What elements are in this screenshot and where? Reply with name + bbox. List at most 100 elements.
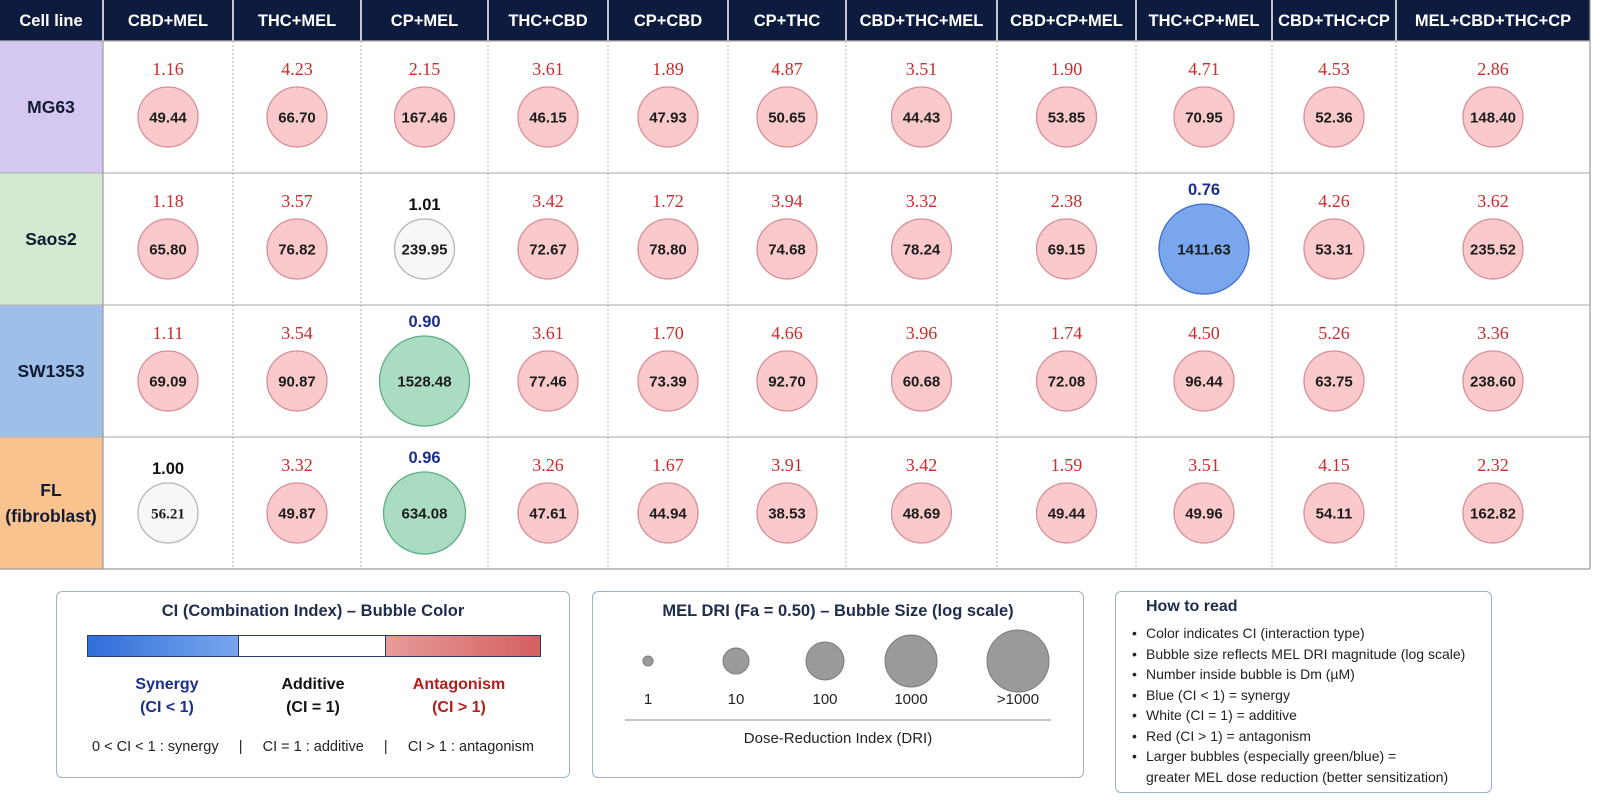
header-bar [0, 0, 1590, 41]
dm-value: 49.44 [1048, 506, 1086, 523]
ci-legend-title: CI (Combination Index) – Bubble Color [161, 602, 465, 620]
dri-bubble-red [1173, 86, 1235, 148]
dri-size-circle-1 [722, 647, 750, 675]
ci-value: 1.90 [1051, 59, 1083, 79]
ci-value: 0.90 [408, 313, 440, 331]
dm-value: 148.40 [1470, 110, 1516, 127]
dm-value: 238.60 [1470, 374, 1516, 391]
ci-value: 0.96 [408, 449, 440, 467]
additive-range: (CI = 1) [286, 699, 340, 716]
column-header-9: CBD+THC+CP [1278, 12, 1390, 30]
column-header-4: CP+CBD [634, 12, 702, 30]
dm-value: 162.82 [1470, 506, 1516, 523]
column-header-7: CBD+CP+MEL [1010, 12, 1123, 30]
how-to-read-item: greater MEL dose reduction (better sensi… [1146, 768, 1449, 785]
dri-bubble-red [137, 350, 199, 412]
dm-value: 1411.63 [1177, 242, 1230, 259]
how-to-read-item: White (CI = 1) = additive [1130, 705, 1465, 726]
ci-value: 4.87 [771, 59, 803, 79]
ci-value: 3.32 [281, 455, 313, 475]
how-to-read-title: How to read [1146, 598, 1238, 615]
ci-legend-footer: 0 < CI < 1 : synergy | CI = 1 : additive… [92, 739, 534, 755]
ci-value: 3.57 [281, 191, 313, 211]
ci-value: 1.72 [652, 191, 684, 211]
ci-value: 2.86 [1477, 59, 1509, 79]
ci-value: 1.11 [153, 323, 184, 343]
column-header-6: CBD+THC+MEL [860, 12, 984, 30]
ci-value: 1.70 [652, 323, 684, 343]
row-label-1: Saos2 [25, 229, 77, 249]
ci-color-legend: CI (Combination Index) – Bubble Color Sy… [56, 591, 570, 778]
dri-bubble-red [266, 350, 328, 412]
dri-bubble-red [1035, 350, 1098, 412]
column-header-10: MEL+CBD+THC+CP [1415, 12, 1571, 30]
how-to-read-item: Number inside bubble is Dm (µM) [1130, 664, 1465, 685]
ci-value: 3.96 [906, 323, 938, 343]
ci-value: 4.15 [1318, 455, 1350, 475]
dm-value: 76.82 [278, 242, 316, 259]
dm-value: 69.15 [1048, 242, 1086, 259]
row-label-2: SW1353 [17, 361, 84, 381]
dm-value: 239.95 [402, 242, 448, 259]
dri-bubble-red [637, 350, 699, 412]
dm-value: 60.68 [903, 374, 941, 391]
dm-value: 235.52 [1470, 242, 1516, 259]
dri-bubble-red [890, 218, 953, 280]
dri-bubble-red [756, 482, 818, 544]
ci-value: 3.42 [532, 191, 564, 211]
ci-value: 0.76 [1188, 181, 1220, 199]
dri-size-scale: 1 10 100 1000 >1000 Dose-Reduction Index (DRI… [625, 629, 1051, 747]
dri-size-circle-2 [805, 641, 845, 681]
row-label-bg [0, 305, 103, 437]
ci-value: 3.36 [1477, 323, 1509, 343]
dri-bubble-red [1462, 350, 1524, 412]
ci-value: 4.71 [1188, 59, 1220, 79]
dri-size-label-3: 1000 [894, 691, 927, 708]
dri-bubble-red [266, 482, 328, 544]
dm-value: 53.85 [1048, 110, 1086, 127]
dri-axis-label: Dose-Reduction Index (DRI) [744, 730, 932, 747]
dm-value: 70.95 [1185, 110, 1223, 127]
ci-value: 4.66 [771, 323, 803, 343]
ci-value: 3.54 [281, 323, 313, 343]
dm-value: 72.67 [529, 242, 567, 259]
dri-bubble-red [266, 86, 328, 148]
bubble-matrix-chart: Cell line CBD+MEL THC+MEL CP+MEL THC+CBD CP+C… [0, 0, 1591, 570]
antagonism-swatch [386, 636, 540, 656]
row-label-bg [0, 437, 103, 569]
column-header-3: THC+CBD [508, 12, 587, 30]
dm-value: 49.96 [1185, 506, 1223, 523]
dri-bubble-red [637, 218, 699, 280]
dm-value: 54.11 [1316, 506, 1353, 523]
dm-value: 47.93 [649, 110, 687, 127]
header-cell-line: Cell line [19, 12, 82, 30]
ci-value: 1.59 [1051, 455, 1083, 475]
ci-value: 1.89 [652, 59, 684, 79]
ci-value: 3.42 [906, 455, 938, 475]
dm-value: 65.80 [149, 242, 187, 259]
ci-value: 1.74 [1051, 323, 1083, 343]
dm-value: 96.44 [1185, 374, 1223, 391]
dri-bubble-red [756, 86, 818, 148]
ci-value: 3.26 [532, 455, 564, 475]
ci-value: 4.53 [1318, 59, 1350, 79]
dri-bubble-blue [1158, 203, 1250, 295]
dri-bubble-red [517, 86, 579, 148]
dri-bubble-red [890, 86, 953, 148]
dm-value: 44.94 [649, 506, 687, 523]
additive-title: Additive [281, 676, 345, 693]
dri-bubble-red [1303, 218, 1365, 280]
ci-value: 1.00 [152, 460, 184, 478]
dm-value: 50.65 [768, 110, 806, 127]
ci-value: 1.16 [152, 59, 184, 79]
ci-value: 2.15 [409, 59, 441, 79]
ci-value: 2.38 [1051, 191, 1083, 211]
dri-bubble-red [393, 86, 456, 148]
dri-size-label-2: 100 [812, 691, 837, 708]
dri-bubble-red [517, 482, 579, 544]
dri-bubble-red [1462, 218, 1524, 280]
column-header-0: CBD+MEL [128, 12, 208, 30]
column-header-1: THC+MEL [258, 12, 336, 30]
dri-size-legend: MEL DRI (Fa = 0.50) – Bubble Size (log s… [592, 591, 1084, 778]
ci-value: 3.51 [906, 59, 938, 79]
